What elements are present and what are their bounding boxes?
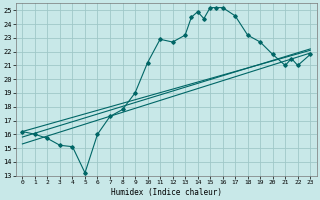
X-axis label: Humidex (Indice chaleur): Humidex (Indice chaleur) xyxy=(111,188,222,197)
